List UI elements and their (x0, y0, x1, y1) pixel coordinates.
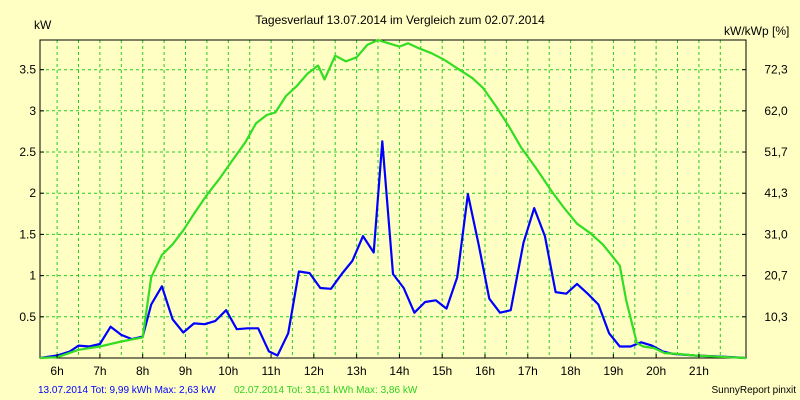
x-tick-label: 9h (179, 364, 192, 378)
y-left-tick-label: 1.5 (19, 227, 36, 241)
x-tick-label: 11h (261, 364, 280, 378)
y-right-tick-label: 51,7 (764, 145, 788, 159)
y-right-tick-label: 62,0 (764, 104, 788, 118)
x-tick-label: 18h (561, 364, 581, 378)
y-left-tick-label: 1 (29, 269, 36, 283)
y-right-tick-label: 20,7 (764, 269, 788, 283)
x-tick-label: 19h (603, 364, 623, 378)
series-line-02-07-2014 (39, 38, 747, 360)
chart-title: Tagesverlauf 13.07.2014 im Vergleich zum… (255, 13, 545, 27)
y-left-tick-label: 3.5 (19, 63, 36, 77)
x-tick-label: 15h (432, 364, 452, 378)
x-tick-label: 6h (50, 364, 63, 378)
x-tick-label: 12h (304, 364, 324, 378)
y-left-tick-label: 3 (29, 104, 36, 118)
series-layer (39, 38, 747, 360)
grid (40, 40, 746, 358)
x-tick-label: 14h (389, 364, 409, 378)
y-left-tick-label: 2 (29, 186, 36, 200)
x-tick-label: 16h (475, 364, 495, 378)
series-line-13-07-2014 (39, 140, 747, 360)
footer-credit: SunnyReport pinxit (712, 385, 797, 396)
plot-area-frame (39, 39, 747, 359)
y-axis-right-ticks: 10,3 20,7 31,0 41,3 51,7 62,0 72,3 (742, 63, 788, 324)
x-tick-label: 17h (518, 364, 538, 378)
y-right-tick-label: 72,3 (764, 63, 788, 77)
y-left-tick-label: 0.5 (19, 310, 36, 324)
x-tick-label: 8h (136, 364, 149, 378)
x-tick-label: 20h (646, 364, 666, 378)
y-left-tick-label: 2.5 (19, 145, 36, 159)
x-tick-label: 7h (93, 364, 106, 378)
y-axis-left-ticks: 0.5 1 1.5 2 2.5 3 3.5 (19, 63, 44, 324)
y-right-tick-label: 10,3 (764, 310, 788, 324)
y-right-tick-label: 41,3 (764, 186, 788, 200)
x-axis-ticks: 6h 7h 8h 9h 10h 11h 12h 13h 14h 15h 16h 17h 18h 19h 20… (50, 354, 709, 378)
y-axis-right-label: kW/kWp [%] (724, 24, 789, 38)
footer-series1-summary: 13.07.2014 Tot: 9,99 kWh Max: 2,63 kW (38, 385, 216, 396)
x-tick-label: 10h (218, 364, 238, 378)
y-right-tick-label: 31,0 (764, 227, 788, 241)
x-tick-label: 21h (689, 364, 709, 378)
y-axis-left-label: kW (34, 18, 52, 32)
footer-series2-summary: 02.07.2014 Tot: 31,61 kWh Max: 3,86 kW (234, 385, 418, 396)
x-tick-label: 13h (347, 364, 367, 378)
